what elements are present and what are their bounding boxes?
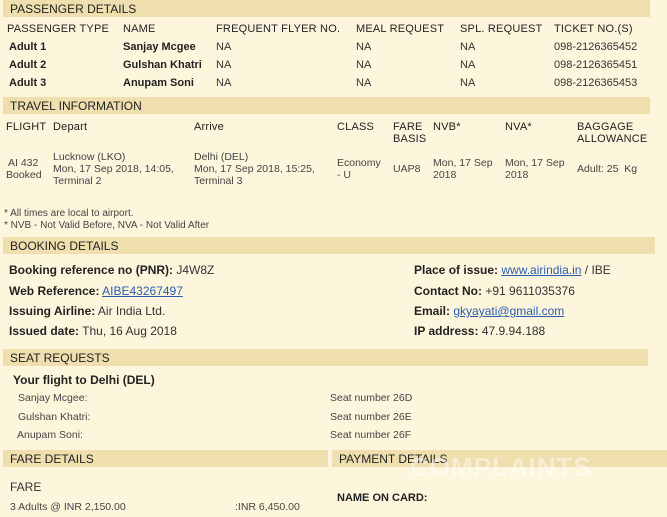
nvb-value-2: 2018	[433, 169, 457, 181]
place-suffix: / IBE	[584, 263, 611, 277]
col-header: NAME	[123, 23, 156, 35]
nva-value: Mon, 17 Sep	[505, 157, 565, 169]
class-value-2: - U	[337, 169, 351, 181]
col-header: SPL. REQUEST	[460, 23, 543, 35]
travel-information-header: TRAVEL INFORMATION	[3, 97, 650, 114]
web-reference-label: Web Reference:	[9, 284, 100, 298]
web-reference-line: Web Reference: AIBE43267497	[9, 284, 183, 298]
col-header-baggage: BAGGAGE ALLOWANCE	[577, 121, 648, 145]
issued-date-line: Issued date: Thu, 16 Aug 2018	[9, 324, 177, 338]
col-header-class: CLASS	[337, 121, 375, 133]
depart-city: Lucknow (LKO)	[53, 151, 126, 163]
passenger-cell: Anupam Soni	[123, 77, 194, 89]
arrive-city: Delhi (DEL)	[194, 151, 249, 163]
pnr-line: Booking reference no (PNR): J4W8Z	[9, 263, 214, 277]
fare-basis-value: UAP8	[393, 163, 421, 175]
passenger-cell: 098-2126365452	[554, 41, 638, 53]
complaints-board-watermark: COMPLAINTS	[410, 452, 592, 482]
email-label: Email:	[414, 304, 451, 318]
passenger-cell: Sanjay Mcgee	[123, 41, 196, 53]
passenger-cell: 098-2126365453	[554, 77, 638, 89]
seat-flight-title: Your flight to Delhi (DEL)	[13, 373, 155, 387]
col-header-nva: NVA*	[505, 121, 532, 133]
passenger-cell: NA	[356, 59, 372, 71]
passenger-cell: NA	[356, 77, 372, 89]
contact-line: Contact No: +91 9611035376	[414, 284, 575, 298]
col-header-fare-basis: FARE BASIS	[393, 121, 427, 145]
seat-passenger-name: Gulshan Khatri:	[18, 410, 91, 423]
airindia-link[interactable]: www.airindia.in	[501, 263, 582, 277]
passenger-cell: NA	[356, 41, 372, 53]
passenger-cell: Adult 2	[9, 59, 47, 71]
fare-label: FARE	[10, 480, 42, 494]
passenger-cell: 098-2126365451	[554, 59, 638, 71]
web-reference-link[interactable]: AIBE43267497	[102, 284, 183, 298]
seat-number: Seat number 26D	[330, 392, 413, 404]
passenger-cell: Adult 3	[9, 77, 47, 89]
col-header-flight: FLIGHT	[6, 121, 47, 133]
section-title: SEAT REQUESTS	[10, 351, 110, 365]
passenger-cell: NA	[216, 59, 232, 71]
nva-value-2: 2018	[505, 169, 529, 181]
arrive-time: Mon, 17 Sep 2018, 15:25,	[194, 163, 315, 175]
passenger-cell: NA	[460, 77, 476, 89]
flight-number: AI 432	[8, 157, 39, 169]
seat-passenger-name: Anupam Soni:	[17, 429, 83, 441]
contact-value: +91 9611035376	[485, 284, 575, 298]
seat-number: Seat number 26E	[330, 410, 412, 423]
col-header-nvb: NVB*	[433, 121, 461, 133]
arrive-terminal: Terminal 3	[194, 175, 243, 187]
fare-details-header: FARE DETAILS	[3, 450, 328, 467]
email-link[interactable]: gkyayati@gmail.com	[453, 304, 565, 318]
col-header-depart: Depart	[53, 121, 88, 133]
seat-requests-header: SEAT REQUESTS	[3, 349, 648, 366]
ip-line: IP address: 47.9.94.188	[414, 324, 545, 338]
contact-label: Contact No:	[414, 284, 482, 298]
ip-label: IP address:	[414, 324, 479, 338]
pnr-label: Booking reference no (PNR):	[9, 263, 174, 277]
passenger-cell: NA	[460, 59, 476, 71]
footnote: * NVB - Not Valid Before, NVA - Not Vali…	[4, 220, 210, 231]
passenger-cell: NA	[460, 41, 476, 53]
payment-details-header: PAYMENT DETAILS	[332, 450, 667, 467]
col-header-arrive: Arrive	[194, 121, 224, 133]
col-header: PASSENGER TYPE	[7, 23, 110, 35]
fare-amount: :INR 6,450.00	[235, 501, 300, 513]
section-title: TRAVEL INFORMATION	[10, 99, 142, 113]
ip-value: 47.9.94.188	[481, 324, 546, 338]
passenger-cell: NA	[216, 41, 232, 53]
airline-label: Issuing Airline:	[9, 304, 96, 318]
name-on-card-label: NAME ON CARD:	[337, 492, 428, 504]
fare-line: 3 Adults @ INR 2,150.00	[10, 501, 126, 513]
pnr-value: J4W8Z	[176, 263, 215, 277]
issued-date-value: Thu, 16 Aug 2018	[82, 324, 177, 338]
seat-passenger-name: Sanjay Mcgee:	[18, 392, 88, 404]
col-header: FREQUENT FLYER NO.	[216, 23, 341, 35]
flight-status: Booked	[6, 169, 42, 181]
passenger-cell: Gulshan Khatri	[123, 59, 202, 71]
section-title: FARE DETAILS	[10, 452, 94, 466]
col-header: MEAL REQUEST	[356, 23, 445, 35]
passenger-cell: NA	[216, 77, 232, 89]
depart-time: Mon, 17 Sep 2018, 14:05,	[53, 163, 174, 175]
col-header: TICKET NO.(S)	[554, 23, 633, 35]
class-value: Economy	[337, 157, 381, 169]
section-title: PAYMENT DETAILS	[339, 452, 448, 466]
depart-terminal: Terminal 2	[53, 175, 102, 187]
passenger-details-header: PASSENGER DETAILS	[3, 0, 650, 17]
airline-value: Air India Ltd.	[97, 304, 166, 318]
booking-details-header: BOOKING DETAILS	[3, 237, 655, 254]
section-title: BOOKING DETAILS	[10, 239, 119, 253]
email-line: Email: gkyayati@gmail.com	[414, 304, 564, 318]
passenger-cell: Adult 1	[9, 41, 47, 53]
place-of-issue-line: Place of issue: www.airindia.in / IBE	[414, 263, 611, 277]
airline-line: Issuing Airline: Air India Ltd.	[9, 304, 165, 318]
seat-number: Seat number 26F	[330, 429, 412, 441]
baggage-value: Adult: 25 Kg	[577, 163, 638, 175]
footnote: * All times are local to airport.	[4, 208, 134, 219]
issued-date-label: Issued date:	[9, 324, 80, 338]
place-of-issue-label: Place of issue:	[414, 263, 499, 277]
section-title: PASSENGER DETAILS	[10, 2, 137, 16]
nvb-value: Mon, 17 Sep	[433, 157, 493, 169]
